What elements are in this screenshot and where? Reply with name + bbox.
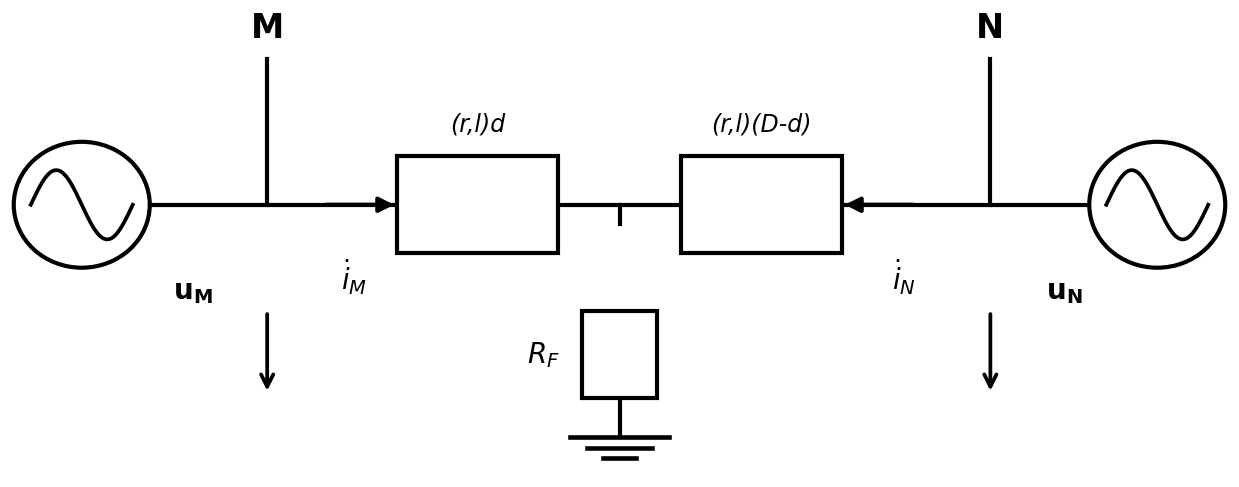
Text: $\dot{i}_N$: $\dot{i}_N$ bbox=[892, 258, 916, 297]
Bar bbox=[582, 311, 657, 398]
Text: $R_F$: $R_F$ bbox=[528, 340, 560, 370]
Text: $\dot{i}_M$: $\dot{i}_M$ bbox=[341, 258, 367, 297]
Text: M: M bbox=[250, 12, 284, 45]
Text: $\mathbf{u}_\mathbf{N}$: $\mathbf{u}_\mathbf{N}$ bbox=[1046, 278, 1083, 306]
Text: $\mathbf{u}_\mathbf{M}$: $\mathbf{u}_\mathbf{M}$ bbox=[173, 278, 213, 306]
Text: N: N bbox=[976, 12, 1005, 45]
Text: (r,l)d: (r,l)d bbox=[450, 113, 506, 137]
Bar bbox=[681, 156, 843, 253]
Bar bbox=[396, 156, 558, 253]
Text: (r,l)(D-d): (r,l)(D-d) bbox=[711, 113, 812, 137]
